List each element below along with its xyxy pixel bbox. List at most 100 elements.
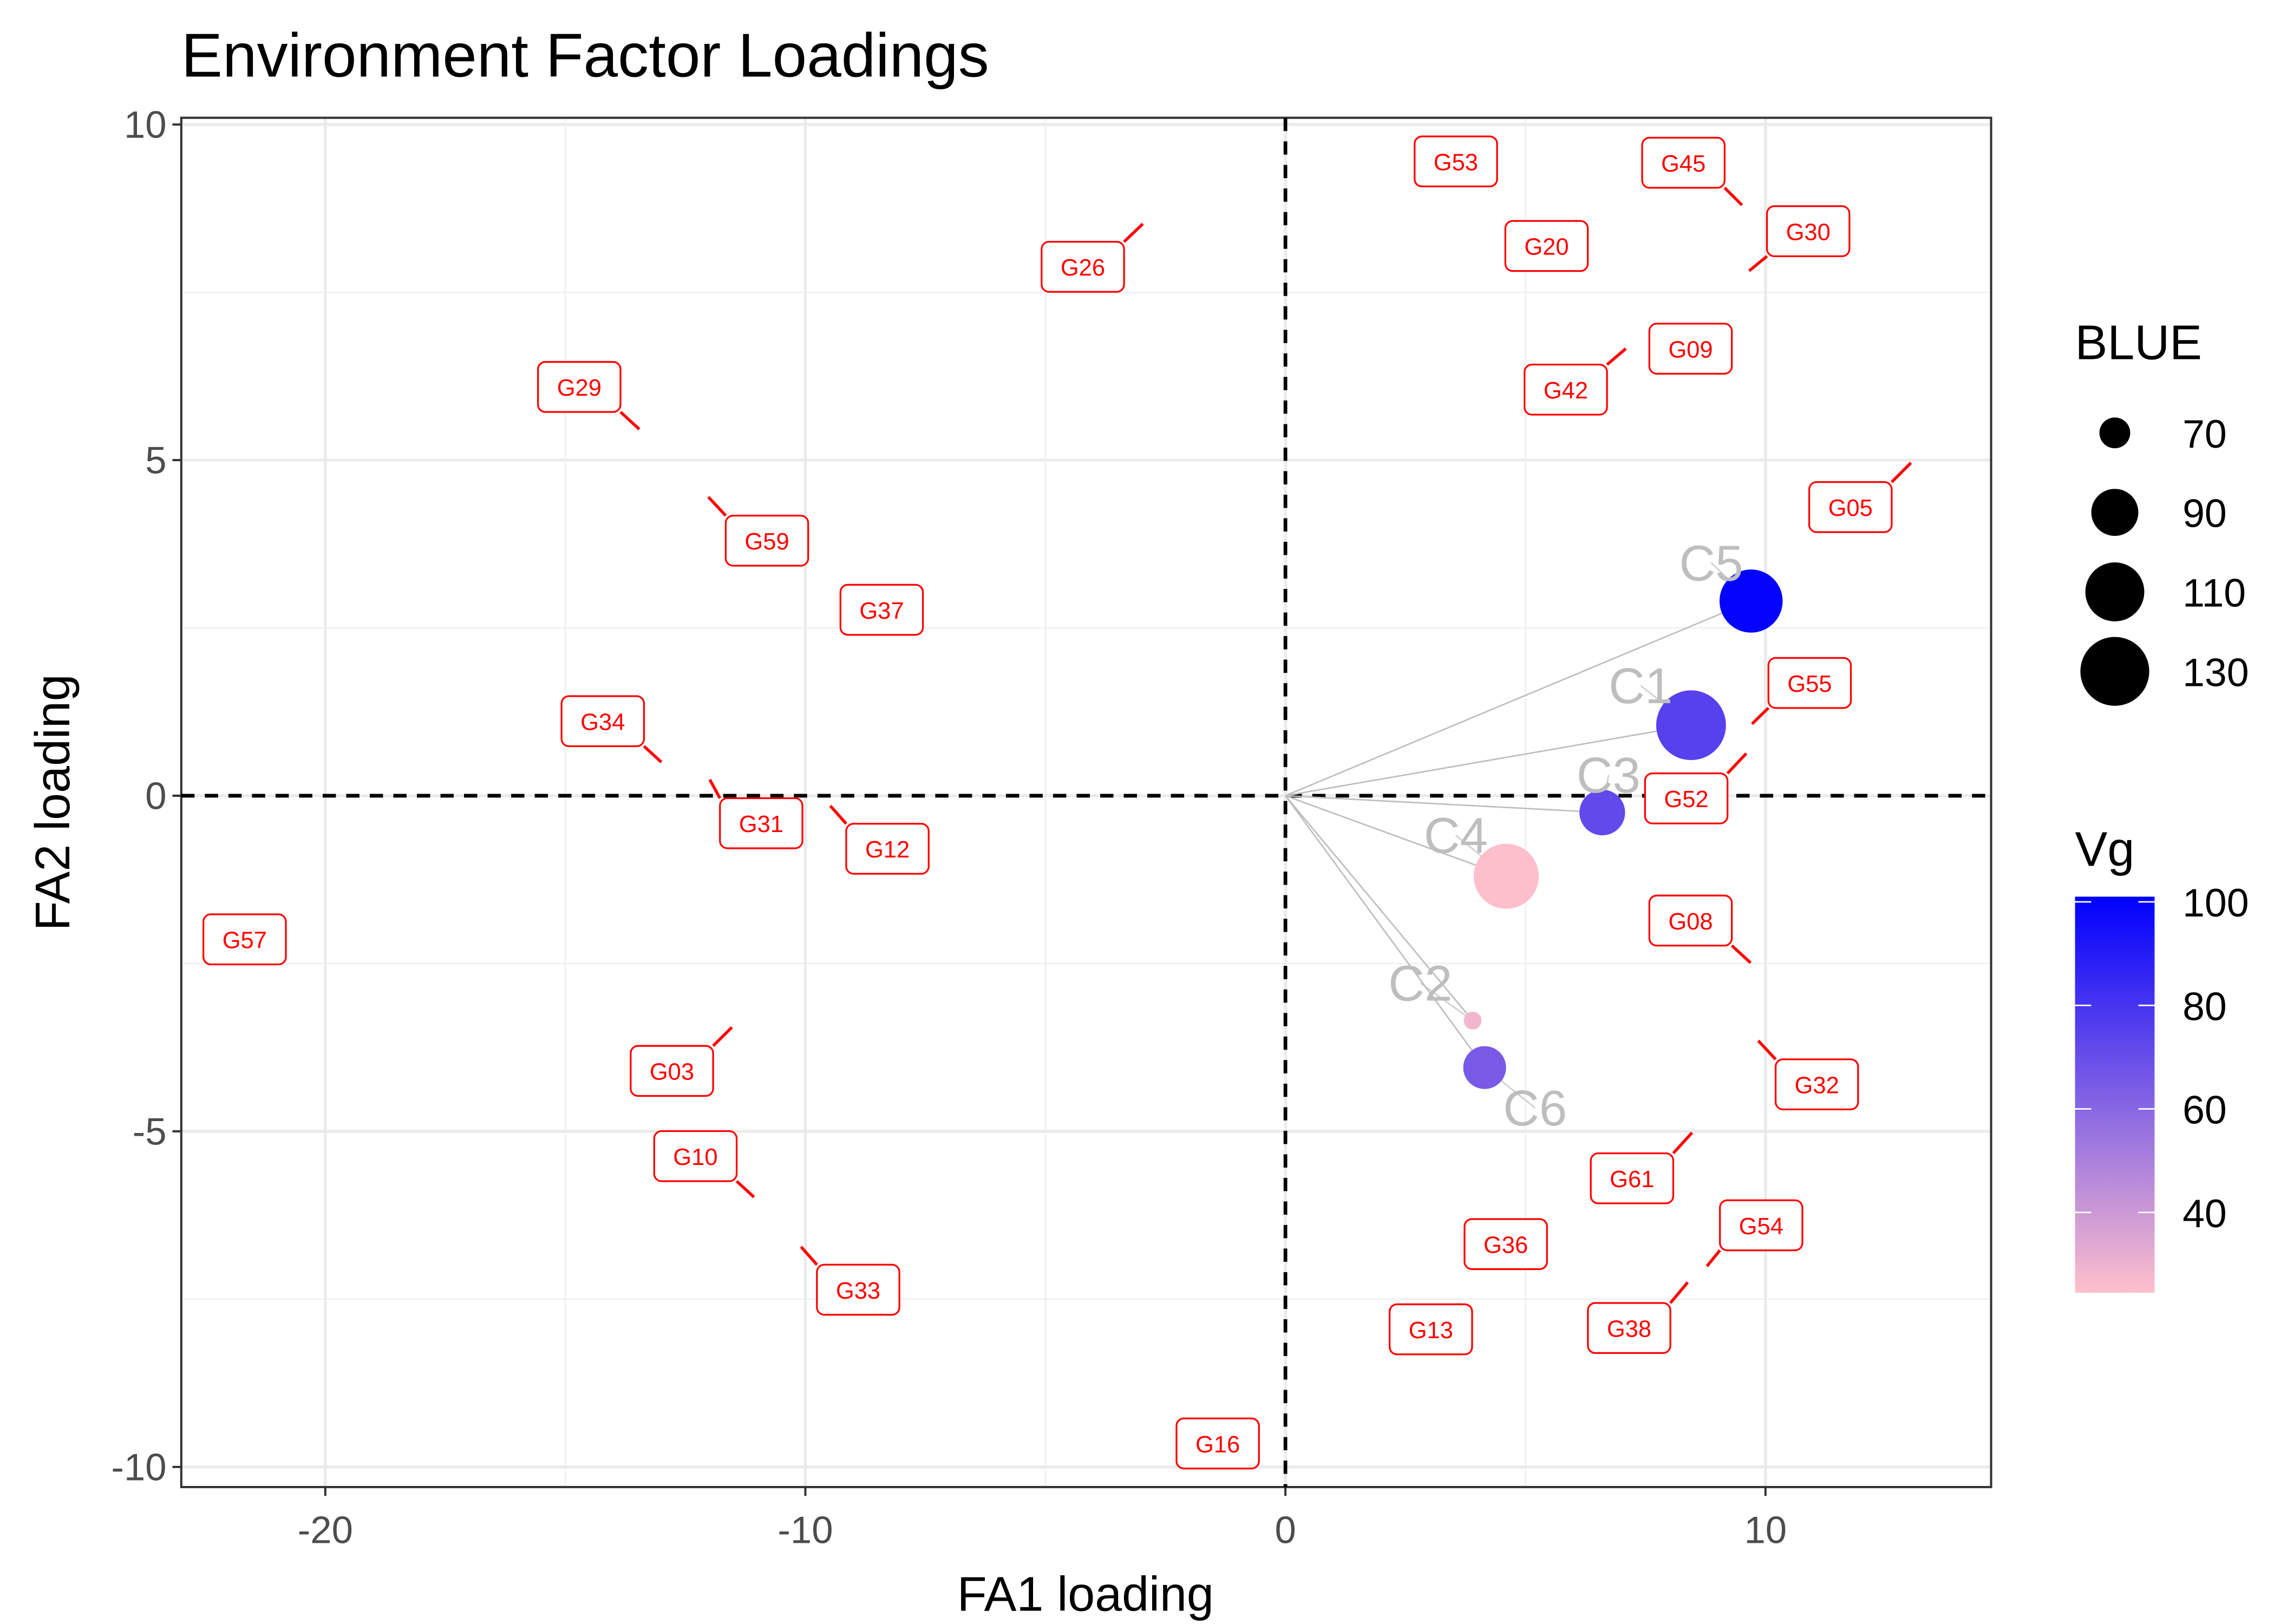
genotype-label-box bbox=[1648, 323, 1733, 375]
y-axis-label: FA2 loading bbox=[26, 674, 80, 931]
genotype-label-segment bbox=[735, 1180, 755, 1199]
environment-point-C3 bbox=[1579, 789, 1625, 836]
genotype-label: G32 bbox=[1795, 1072, 1839, 1098]
genotype-label-segment bbox=[643, 745, 663, 763]
genotype-label: G42 bbox=[1544, 378, 1588, 404]
genotype-label-segment bbox=[1669, 1281, 1689, 1304]
genotype-label: G09 bbox=[1668, 337, 1713, 363]
environment-vector-C6 bbox=[1285, 795, 1486, 1068]
x-axis-label: FA1 loading bbox=[957, 1568, 1214, 1622]
genotype-label: G36 bbox=[1484, 1233, 1528, 1259]
genotype-label-box bbox=[839, 584, 924, 636]
genotype-label-box bbox=[1524, 363, 1608, 416]
genotype-label-box bbox=[1175, 1417, 1260, 1470]
genotype-label-box bbox=[1767, 657, 1852, 709]
genotype-label: G38 bbox=[1607, 1317, 1651, 1343]
genotype-label: G54 bbox=[1739, 1214, 1783, 1240]
y-tick-label: -5 bbox=[133, 1110, 167, 1152]
genotype-label-segment bbox=[708, 778, 722, 799]
genotype-label-box bbox=[816, 1263, 900, 1316]
genotype-label: G57 bbox=[223, 928, 267, 954]
x-tick-label: 10 bbox=[1744, 1508, 1787, 1551]
genotype-label-box bbox=[1644, 772, 1729, 824]
environment-label: C4 bbox=[1424, 808, 1488, 864]
y-tick-label: -10 bbox=[111, 1445, 166, 1488]
environment-label: C3 bbox=[1577, 747, 1641, 803]
genotype-label: G33 bbox=[836, 1278, 880, 1304]
genotype-label-segment bbox=[1123, 222, 1144, 243]
legend: BLUE Vg 70 90 110 130 40 60 80 100 bbox=[2075, 316, 2249, 1293]
environment-label-segment bbox=[1420, 982, 1473, 1021]
genotype-label: G05 bbox=[1828, 495, 1873, 521]
environment-point-C6 bbox=[1463, 1046, 1506, 1089]
legend-color-label: 80 bbox=[2182, 984, 2227, 1029]
legend-size-label: 110 bbox=[2182, 571, 2246, 615]
genotype-label-segment bbox=[619, 411, 641, 430]
environment-vectors bbox=[1285, 562, 1752, 1109]
legend-size-key bbox=[2099, 417, 2131, 449]
genotype-label-box bbox=[1641, 136, 1726, 189]
genotype-label: G34 bbox=[580, 710, 625, 736]
genotype-label-segment bbox=[829, 804, 847, 825]
genotype-label: G37 bbox=[859, 598, 904, 624]
legend-color-label: 60 bbox=[2182, 1088, 2227, 1132]
genotype-label-segment bbox=[1606, 348, 1627, 366]
genotype-label: G26 bbox=[1061, 255, 1105, 281]
environment-label: C2 bbox=[1388, 955, 1452, 1012]
panel-border bbox=[180, 116, 1992, 1489]
chart-title: Environment Factor Loadings bbox=[181, 21, 989, 90]
legend-size-label: 70 bbox=[2182, 412, 2227, 456]
legend-size-label: 130 bbox=[2182, 650, 2249, 695]
legend-size-key bbox=[2085, 562, 2145, 621]
genotype-label-segment bbox=[1757, 1039, 1777, 1060]
genotype-label-box bbox=[1587, 1302, 1671, 1354]
genotype-label-box bbox=[560, 695, 645, 748]
genotype-label-box bbox=[724, 514, 809, 567]
environment-point-C4 bbox=[1473, 843, 1539, 909]
x-tick-label: 0 bbox=[1275, 1508, 1296, 1551]
genotype-label: G29 bbox=[557, 375, 602, 401]
genotype-label-box bbox=[1504, 220, 1589, 272]
legend-size-label: 90 bbox=[2182, 492, 2227, 536]
environment-label: C1 bbox=[1609, 658, 1672, 714]
genotype-label-segment bbox=[1723, 186, 1743, 206]
genotype-label-box bbox=[1648, 894, 1733, 947]
environment-point-C1 bbox=[1656, 690, 1726, 761]
genotype-label-box bbox=[653, 1130, 738, 1182]
legend-size-key bbox=[2091, 489, 2139, 536]
genotype-label: G53 bbox=[1434, 150, 1478, 176]
genotype-label: G08 bbox=[1668, 909, 1713, 935]
genotype-label-segment bbox=[1890, 461, 1912, 483]
genotype-label-segment bbox=[1706, 1249, 1721, 1267]
genotype-label: G13 bbox=[1409, 1318, 1453, 1344]
genotype-label-box bbox=[1774, 1058, 1859, 1110]
genotype-label: G10 bbox=[673, 1144, 717, 1170]
genotype-label-box bbox=[1766, 205, 1851, 258]
genotype-label: G45 bbox=[1661, 151, 1706, 177]
genotype-label: G52 bbox=[1664, 787, 1708, 813]
environment-label: C5 bbox=[1679, 535, 1743, 591]
genotype-label-segment bbox=[800, 1246, 818, 1266]
y-tick-label: 0 bbox=[145, 774, 166, 817]
environment-vector-C3 bbox=[1285, 795, 1603, 814]
genotype-label-segment bbox=[1672, 1131, 1694, 1155]
environment-point-C2 bbox=[1463, 1011, 1482, 1030]
genotype-label-box bbox=[1808, 481, 1893, 533]
genotype-label: G59 bbox=[744, 529, 789, 555]
y-tick-label: 10 bbox=[124, 103, 167, 146]
legend-color-title: Vg bbox=[2075, 822, 2135, 876]
genotype-label: G16 bbox=[1195, 1432, 1240, 1458]
x-tick-label: -10 bbox=[777, 1508, 833, 1551]
genotype-label-box bbox=[719, 797, 803, 849]
environment-points: C5 C1 C3 C4 C2 C6 bbox=[1388, 535, 1783, 1136]
genotype-label: G30 bbox=[1786, 219, 1831, 245]
genotype-label: G31 bbox=[739, 811, 783, 837]
genotype-label-box bbox=[630, 1045, 714, 1097]
genotype-label-segment bbox=[707, 496, 727, 517]
genotype-label-box bbox=[1388, 1303, 1473, 1355]
genotype-label-segment bbox=[1748, 255, 1768, 272]
legend-size-title: BLUE bbox=[2075, 316, 2202, 370]
legend-color-label: 100 bbox=[2182, 881, 2249, 925]
